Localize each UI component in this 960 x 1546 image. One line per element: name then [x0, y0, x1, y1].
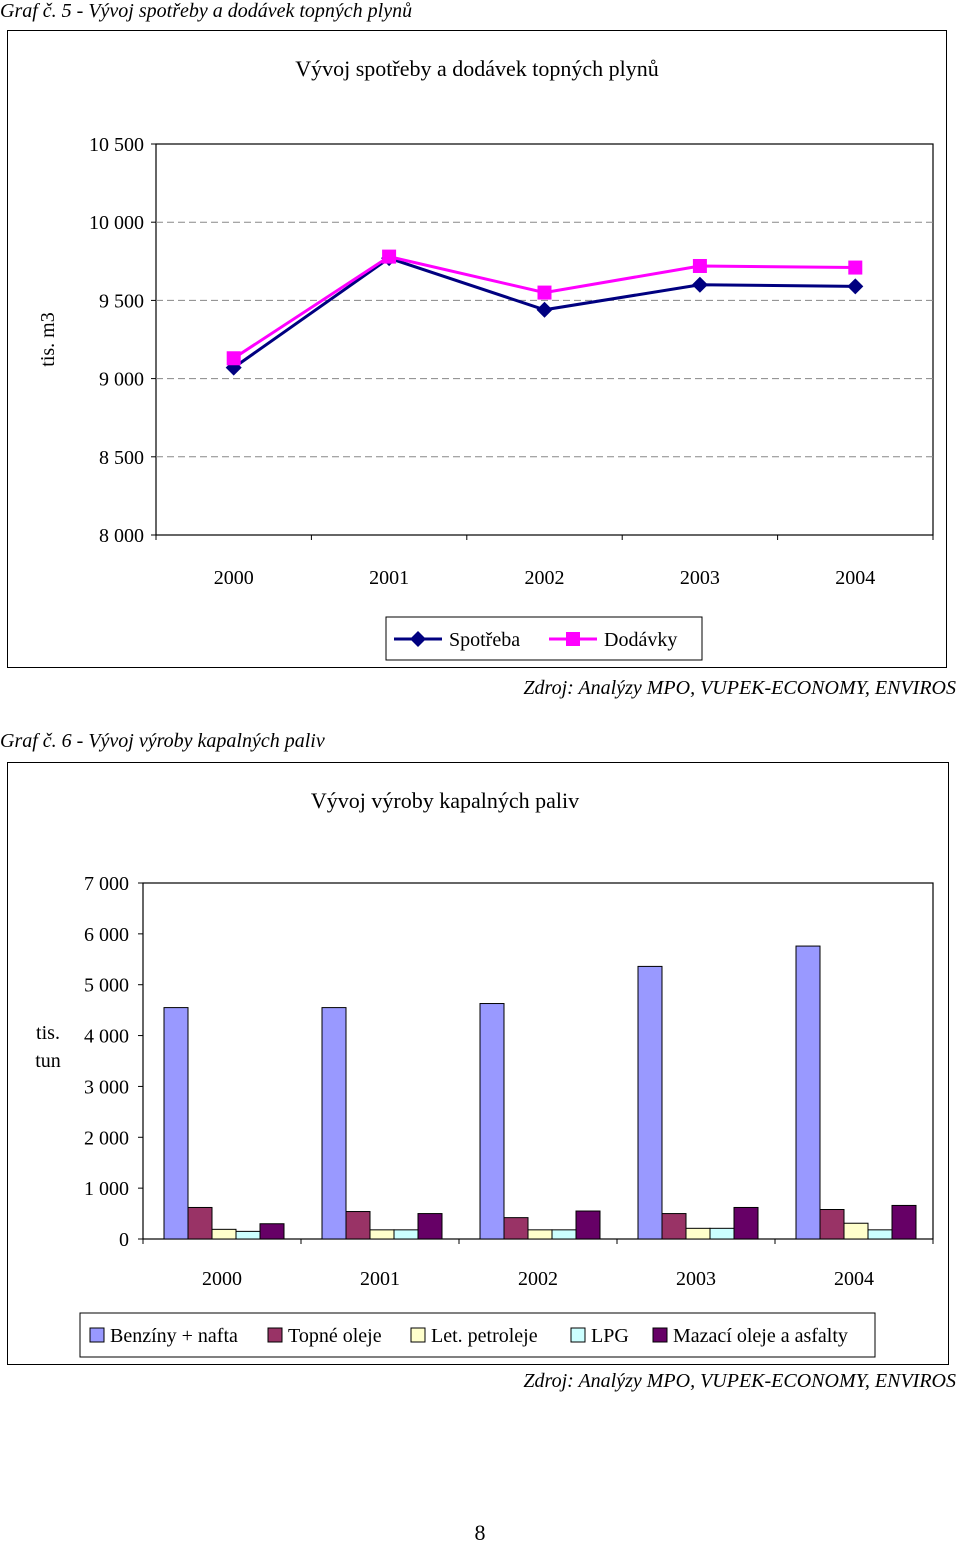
chart1-series-0-point — [691, 276, 708, 293]
chart1-x-tick-label: 2004 — [835, 567, 875, 589]
chart1-plot-area — [155, 143, 934, 536]
chart2-legend-swatch-0 — [89, 1327, 105, 1343]
chart2-y-tick-label: 2 000 — [84, 1127, 129, 1149]
chart2-bar-2 — [369, 1229, 395, 1240]
chart2-y-tick-label: 0 — [119, 1229, 129, 1251]
chart1-series-1-point — [226, 351, 241, 366]
chart2-source: Zdroj: Analýzy MPO, VUPEK-ECONOMY, ENVIR… — [523, 1370, 956, 1392]
chart1-y-tick-label: 9 000 — [99, 369, 144, 391]
chart1-y-axis-label: tis. m3 — [37, 312, 59, 366]
chart2-x-tick-label: 2004 — [834, 1268, 874, 1290]
chart2-legend-label-4: Mazací oleje a asfalty — [673, 1325, 848, 1347]
chart1-series-1-point — [848, 260, 863, 275]
chart1-x-tick-label: 2003 — [680, 567, 720, 589]
chart2-legend-swatch-2 — [410, 1327, 426, 1343]
chart2-bar-0 — [163, 1007, 189, 1240]
chart2-legend-label-1: Topné oleje — [288, 1325, 382, 1347]
chart1-legend-label-1: Dodávky — [604, 629, 677, 651]
chart2-y-tick-label: 4 000 — [84, 1026, 129, 1048]
chart2-y-tick-label: 6 000 — [84, 924, 129, 946]
page-number: 8 — [474, 1520, 486, 1545]
chart2-bar-0 — [637, 965, 663, 1240]
chart2-bar-3 — [551, 1229, 577, 1240]
chart2-bar-1 — [503, 1217, 529, 1240]
chart2-legend-swatch-1 — [267, 1327, 283, 1343]
chart2-legend — [79, 1312, 876, 1358]
chart2-y-axis-label: tis. — [36, 1022, 60, 1044]
chart1-series-1-point — [537, 285, 552, 300]
chart1-y-tick-label: 8 500 — [99, 447, 144, 469]
chart2-legend-swatch-4 — [652, 1327, 668, 1343]
chart2-y-tick-label: 1 000 — [84, 1178, 129, 1200]
chart2-bar-1 — [345, 1211, 371, 1240]
chart2-caption: Graf č. 6 - Vývoj výroby kapalných paliv — [0, 730, 325, 752]
chart1-title: Vývoj spotřeby a dodávek topných plynů — [295, 56, 659, 81]
chart2-bar-2 — [843, 1222, 869, 1240]
chart2-bar-3 — [235, 1230, 261, 1240]
chart1-legend-marker-1 — [566, 632, 580, 646]
chart2-bar-4 — [575, 1210, 601, 1240]
chart2-bar-2 — [211, 1228, 237, 1240]
chart2-bar-4 — [891, 1204, 917, 1240]
chart1-x-tick-label: 2002 — [525, 567, 565, 589]
chart2-x-tick-label: 2000 — [202, 1268, 242, 1290]
chart2-legend-label-0: Benzíny + nafta — [110, 1325, 238, 1347]
chart2-legend-label-3: LPG — [591, 1325, 629, 1347]
chart2-bar-0 — [795, 945, 821, 1240]
chart2-bar-4 — [259, 1223, 285, 1240]
chart2-legend-swatch-3 — [570, 1327, 586, 1343]
chart1-y-tick-label: 10 500 — [89, 134, 144, 156]
chart1-y-tick-label: 9 500 — [99, 290, 144, 312]
chart2-bar-2 — [527, 1229, 553, 1240]
chart2-bar-1 — [819, 1209, 845, 1240]
chart2-bar-3 — [867, 1229, 893, 1240]
chart1-series-0-point — [536, 301, 553, 318]
chart2-bar-2 — [685, 1227, 711, 1240]
chart1-y-tick-label: 8 000 — [99, 525, 144, 547]
chart2-bar-1 — [661, 1213, 687, 1240]
chart1-series-1-point — [692, 258, 707, 273]
chart2-bar-0 — [321, 1007, 347, 1240]
chart1-caption: Graf č. 5 - Vývoj spotřeby a dodávek top… — [0, 0, 413, 22]
chart1-legend-label-0: Spotřeba — [449, 629, 520, 651]
chart1-legend — [385, 616, 703, 661]
chart2-y-tick-label: 3 000 — [84, 1076, 129, 1098]
chart2-x-tick-label: 2001 — [360, 1268, 400, 1290]
chart1-series-0-point — [847, 278, 864, 295]
chart2-x-tick-label: 2003 — [676, 1268, 716, 1290]
chart2-bar-1 — [187, 1206, 213, 1240]
chart2-title: Vývoj výroby kapalných paliv — [311, 788, 579, 813]
chart1-series-1-point — [382, 249, 397, 264]
chart2-bar-3 — [393, 1229, 419, 1240]
chart2-legend-label-2: Let. petroleje — [431, 1325, 538, 1347]
chart2-bar-4 — [733, 1206, 759, 1240]
chart1-y-tick-label: 10 000 — [89, 212, 144, 234]
chart2-x-tick-label: 2002 — [518, 1268, 558, 1290]
chart2-bar-0 — [479, 1003, 505, 1240]
chart1-source: Zdroj: Analýzy MPO, VUPEK-ECONOMY, ENVIR… — [523, 677, 956, 699]
chart1-frame: Vývoj spotřeby a dodávek topných plynů 8 … — [7, 30, 947, 668]
chart2-y-tick-label: 7 000 — [84, 873, 129, 895]
chart2-y-axis-label: tun — [35, 1050, 61, 1072]
chart1-x-tick-label: 2001 — [369, 567, 409, 589]
chart2-bar-4 — [417, 1213, 443, 1240]
chart1-x-tick-label: 2000 — [214, 567, 254, 589]
chart2-y-tick-label: 5 000 — [84, 975, 129, 997]
line-chart: Vývoj spotřeby a dodávek topných plynů 8 … — [37, 56, 934, 661]
chart1-legend-marker-0 — [410, 631, 426, 647]
bar-chart: Vývoj výroby kapalných paliv 0 1 000 2 000 3… — [35, 788, 934, 1358]
chart2-frame: Vývoj výroby kapalných paliv 0 1 000 2 000 3… — [7, 762, 949, 1365]
chart2-bar-3 — [709, 1227, 735, 1240]
